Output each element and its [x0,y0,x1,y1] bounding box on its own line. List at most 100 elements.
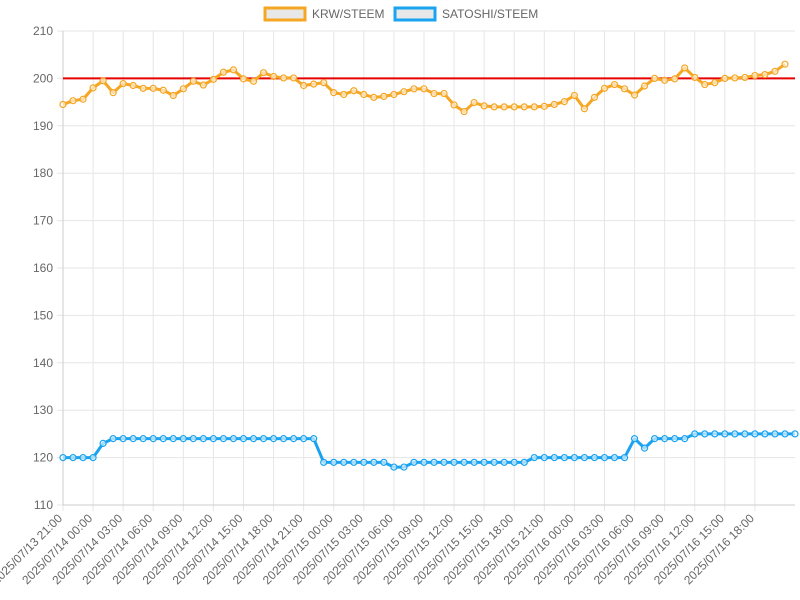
data-point [380,92,388,101]
data-point [640,444,649,452]
data-point [490,103,498,111]
data-point [219,68,228,76]
data-point [239,435,248,443]
data-point [500,103,508,111]
data-point [189,77,197,85]
y-tick-label: 140 [33,356,53,370]
data-point [420,458,428,466]
data-point [470,458,478,466]
data-point [410,458,418,466]
data-point [229,435,238,443]
data-point [89,84,97,92]
data-point [681,64,689,72]
data-point [620,454,629,462]
y-tick-label: 170 [33,214,53,228]
data-point [280,74,288,82]
data-point [209,75,218,83]
data-point [119,80,127,88]
data-point [731,74,739,82]
data-point [580,105,589,113]
data-point [320,458,328,466]
data-point [661,76,669,84]
data-point [280,435,288,443]
data-point [159,435,167,443]
y-tick-label: 110 [34,498,53,512]
data-point [490,458,498,466]
data-point [600,454,609,462]
data-point [69,454,77,462]
legend-label: KRW/STEEM [312,7,384,21]
data-point [711,79,719,87]
legend-label: SATOSHI/STEEM [442,7,538,21]
data-point [310,80,318,88]
data-point [239,75,248,83]
legend-item[interactable]: SATOSHI/STEEM [393,6,538,22]
data-point [179,85,187,93]
data-point [179,435,187,443]
data-point [269,72,278,81]
data-point [229,66,238,74]
data-point [209,435,218,443]
data-point [590,454,599,462]
y-tick-label: 180 [33,166,53,180]
data-point [671,435,679,443]
data-point [59,100,67,109]
data-point [79,454,87,462]
data-point [350,458,358,466]
data-point [460,107,468,116]
data-point [721,430,729,438]
data-point [510,103,518,111]
data-point [300,81,308,90]
data-point [149,84,157,92]
data-point [580,454,589,462]
data-point [480,102,488,110]
data-point [500,458,508,466]
data-point [129,435,137,443]
data-point [540,454,548,462]
data-point [781,430,789,438]
data-point [400,88,408,96]
data-point [420,85,428,93]
data-point [330,89,338,97]
data-point [430,89,438,98]
data-point [320,79,328,87]
data-point [691,73,699,82]
data-point [340,90,348,99]
y-tick-label: 210 [33,24,53,38]
data-point [59,454,67,462]
legend-item[interactable]: KRW/STEEM [263,6,384,22]
data-point [430,458,438,466]
data-point [310,435,318,443]
data-point [380,458,388,466]
data-point [109,89,117,97]
y-tick-label: 160 [33,261,53,275]
data-point [620,85,629,93]
data-point [590,93,599,101]
data-point [259,435,268,443]
data-point [651,74,659,83]
data-point [199,81,207,89]
data-point [731,430,739,438]
data-point [119,435,127,443]
data-point [450,101,458,109]
data-point [530,103,538,111]
data-point [360,458,368,466]
data-point [610,454,619,462]
legend[interactable]: KRW/STEEM SATOSHI/STEEM [263,6,538,22]
data-point [199,435,207,443]
data-point [560,454,568,462]
data-point [480,458,488,466]
data-point [259,69,268,77]
data-point [771,430,779,438]
legend-swatch [263,6,307,22]
data-point [520,458,528,466]
data-point [550,454,558,462]
data-point [390,90,398,99]
data-point [99,77,107,85]
data-point [530,454,538,462]
data-point [681,435,689,443]
data-point [360,90,368,99]
data-point [410,85,418,93]
data-point [570,91,578,100]
